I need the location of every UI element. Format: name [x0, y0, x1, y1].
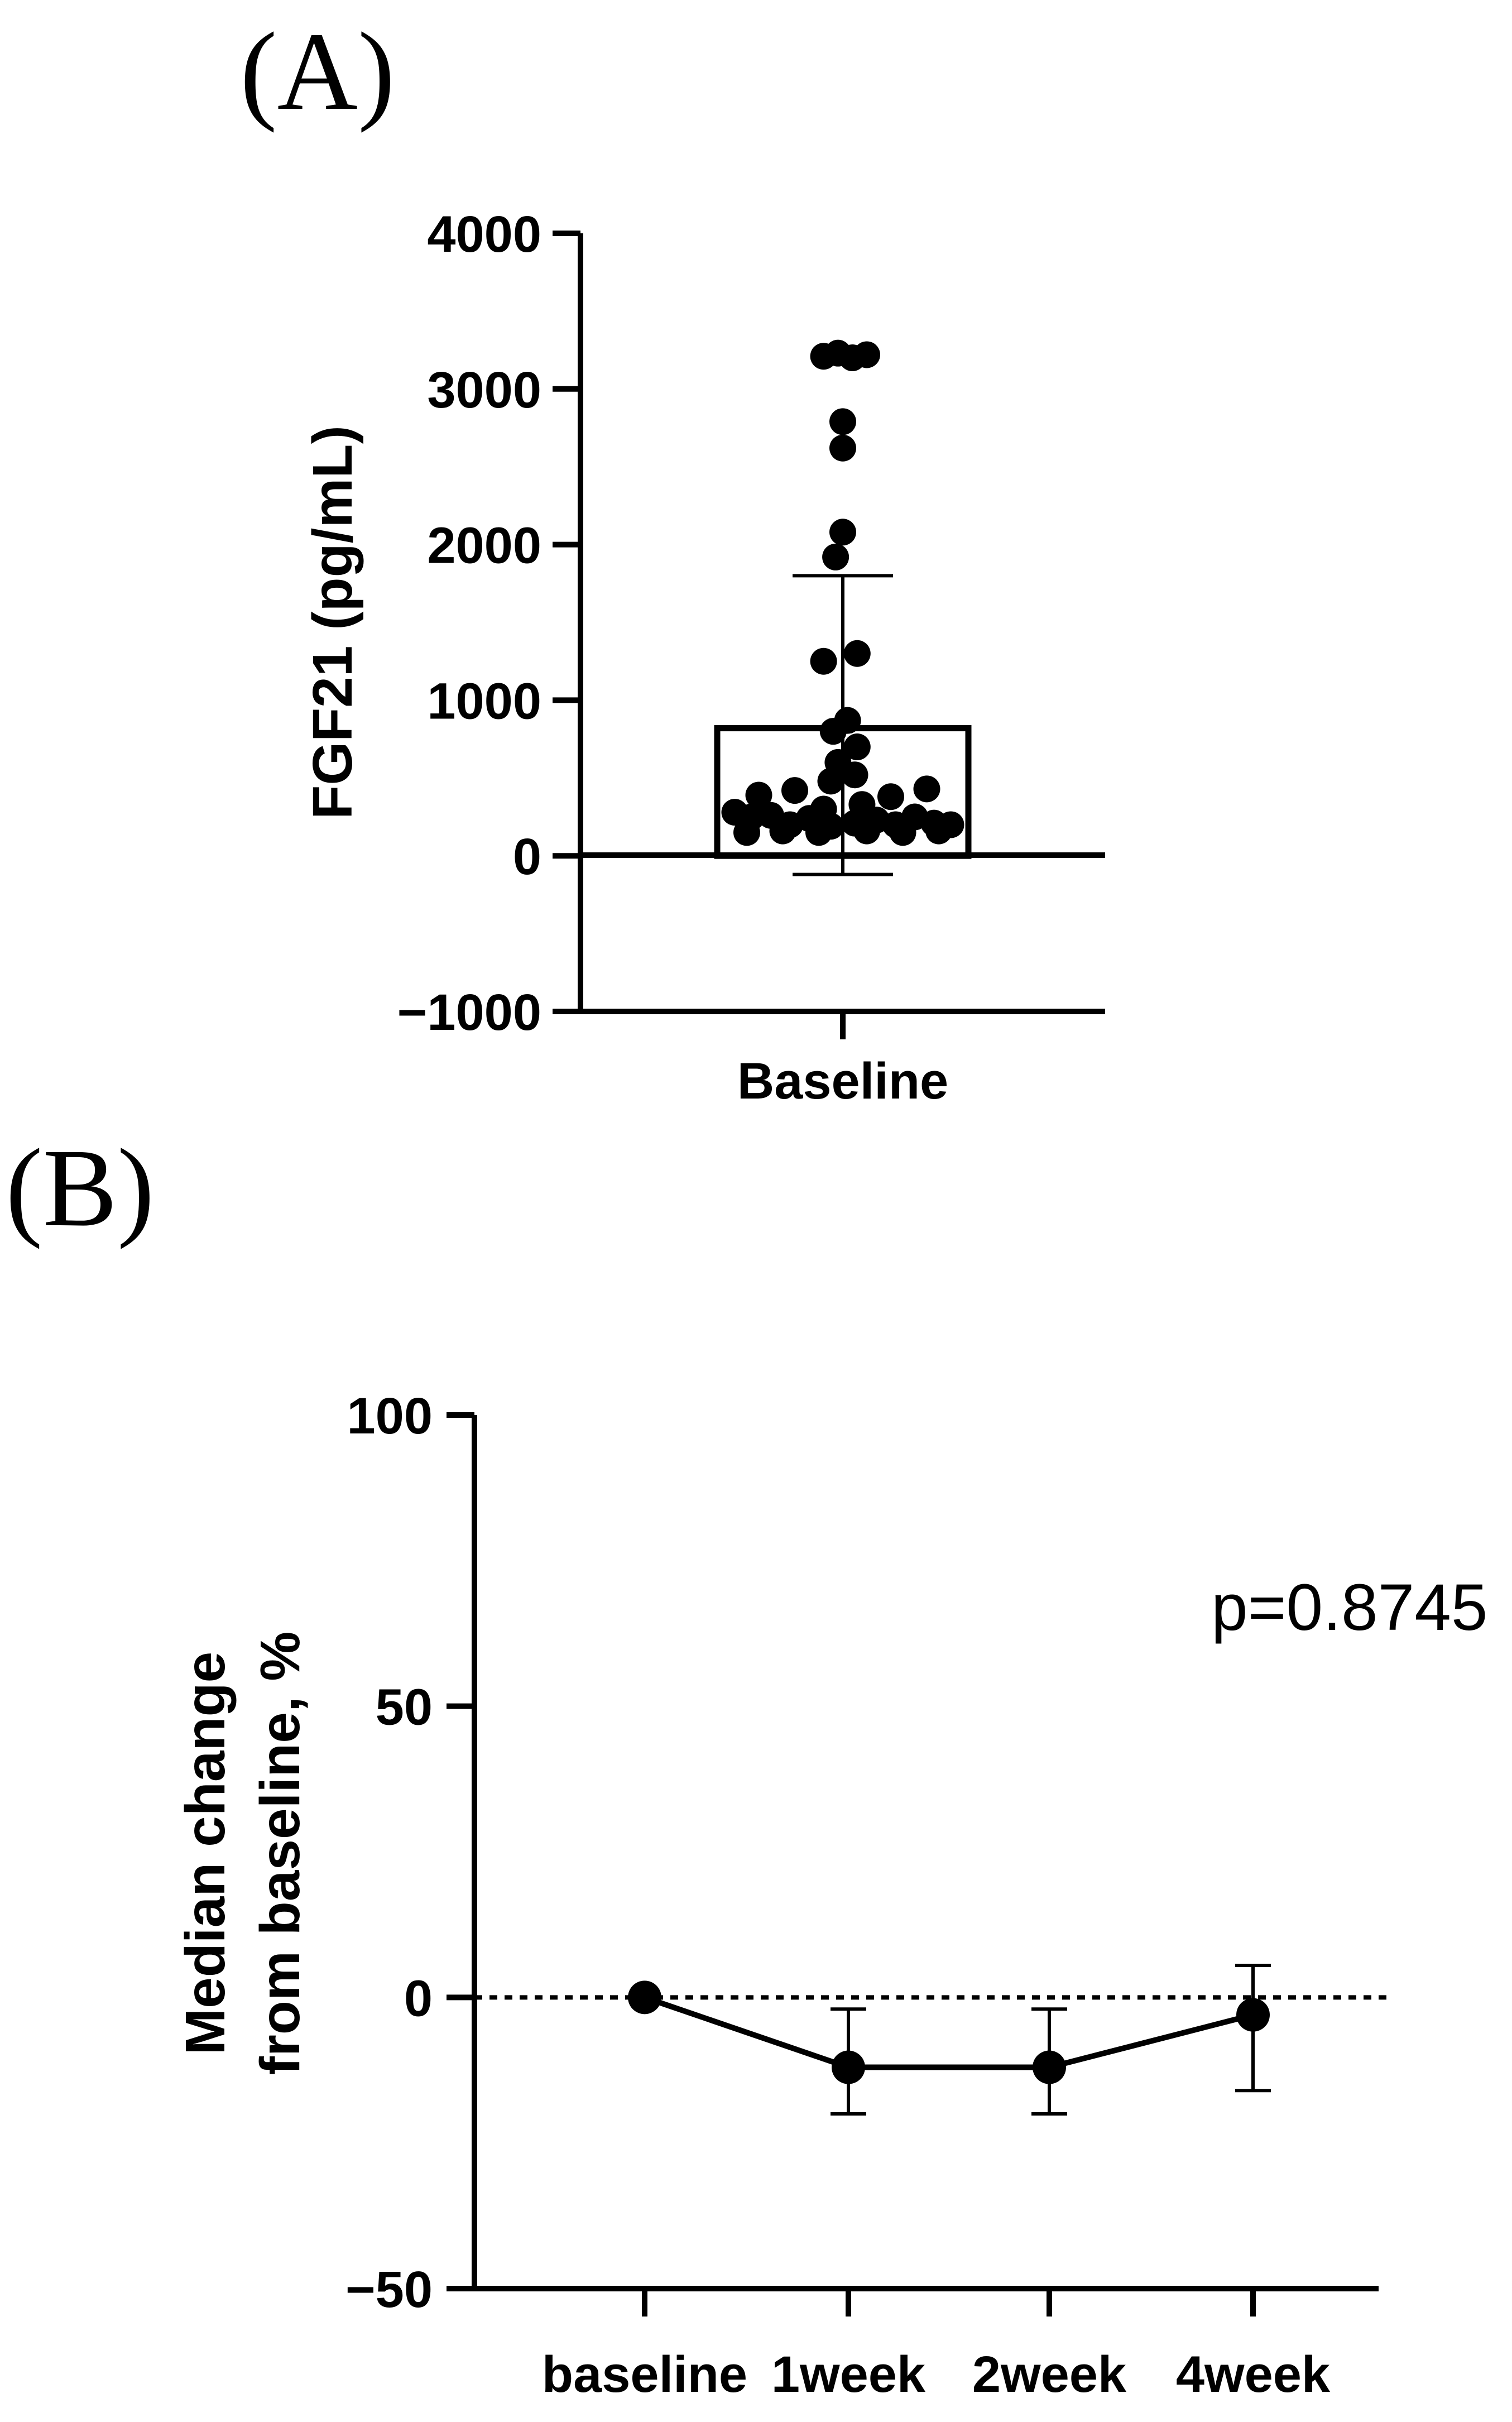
panel-a-data-point	[834, 707, 861, 734]
panel-b-series	[474, 1963, 1390, 2116]
panel-a-label: (A)	[240, 10, 395, 133]
panel-a-data-point	[810, 648, 837, 675]
panel-b-x-tick-label: 1week	[771, 2346, 926, 2403]
panel-a-data-point	[877, 783, 904, 810]
panel-a-y-tick-label: 2000	[427, 517, 541, 574]
panel-b-chart: Median change from baseline, % p=0.8745 …	[174, 1388, 1487, 2403]
panel-b-x-ticks: baseline 1week 2week 4week	[542, 2289, 1331, 2403]
panel-a-data-point	[745, 781, 772, 809]
panel-a-data-point	[810, 795, 837, 823]
panel-b-x-tick-label: 2week	[972, 2346, 1127, 2403]
panel-a-data-point	[733, 819, 760, 846]
panel-a-data-point	[848, 791, 876, 818]
panel-a-data-point	[829, 408, 856, 435]
panel-b-data-point	[1236, 1998, 1270, 2032]
panel-a-data-point	[829, 434, 856, 462]
panel-b-y-axis-title-line1: Median change	[174, 1652, 237, 2055]
panel-a-y-axis-title: FGF21 (pg/mL)	[301, 425, 364, 819]
panel-b-label: (B)	[6, 1126, 155, 1250]
panel-a-data-point	[913, 775, 940, 803]
panel-a-data-point	[781, 777, 808, 804]
panel-a-data-point	[889, 819, 916, 846]
p-value-annotation: p=0.8745	[1211, 1571, 1487, 1644]
panel-a-chart: Baseline FGF21 (pg/mL) −1000 0 1000 2000 300…	[301, 206, 1105, 1110]
panel-a-data-point	[853, 817, 880, 845]
panel-b-y-tick-label: −50	[345, 2261, 433, 2318]
panel-a-points	[721, 339, 964, 846]
panel-a-data-point	[829, 519, 856, 546]
panel-a-y-tick-label: 3000	[427, 362, 541, 419]
panel-b-y-ticks: −50 0 50 100	[345, 1388, 474, 2318]
panel-a-y-tick-label: −1000	[397, 984, 541, 1041]
panel-b-data-point	[1033, 2050, 1066, 2084]
panel-a-data-point	[853, 341, 880, 368]
panel-a-data-point	[843, 640, 871, 667]
panel-a-y-tick-label: 4000	[427, 206, 541, 263]
panel-b-x-tick-label: 4week	[1176, 2346, 1331, 2403]
panel-a-data-point	[925, 817, 952, 845]
panel-a-data-point	[769, 817, 796, 845]
panel-b-data-point	[628, 1980, 661, 2015]
panel-a-data-point	[824, 749, 852, 776]
panel-a-y-tick-label: 1000	[427, 673, 541, 730]
panel-a-data-point	[822, 543, 849, 570]
panel-b-y-tick-label: 0	[404, 1970, 433, 2027]
panel-a-data-point	[805, 819, 832, 846]
panel-b-data-point	[832, 2050, 865, 2084]
panel-a-data-point	[843, 733, 871, 761]
panel-b-series-line	[644, 1994, 1254, 2070]
panel-a-x-tick-label: Baseline	[737, 1053, 948, 1110]
panel-a-y-tick-label: 0	[513, 828, 541, 885]
panel-b-x-tick-label: baseline	[542, 2346, 747, 2403]
panel-b-y-tick-label: 50	[376, 1679, 433, 1736]
panel-b-y-axis-title-line2: from baseline, %	[249, 1632, 311, 2075]
panel-b-y-tick-label: 100	[347, 1388, 433, 1445]
panel-a-y-ticks: −1000 0 1000 2000 3000 4000	[397, 206, 580, 1041]
